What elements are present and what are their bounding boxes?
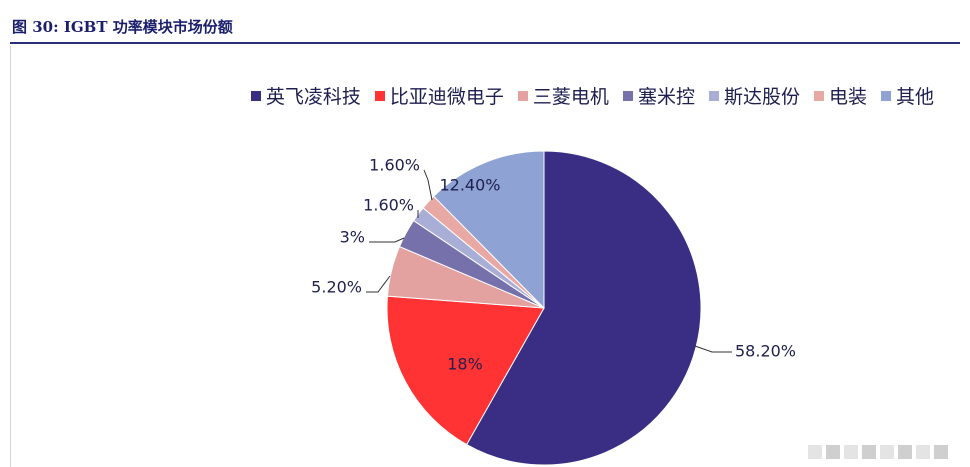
- legend-item: 比亚迪微电子: [374, 82, 504, 109]
- legend-swatch: [622, 90, 633, 101]
- legend-swatch: [708, 90, 719, 101]
- pie-slice: [432, 150, 545, 310]
- pie-slice: [386, 295, 545, 446]
- data-label: 3%: [340, 228, 365, 247]
- data-label: 1.60%: [369, 156, 420, 175]
- legend-swatch: [517, 90, 528, 101]
- chart-legend: 英飞凌科技 比亚迪微电子 三菱电机 塞米控 斯达股份 电装 其他: [250, 82, 934, 109]
- legend-item: 三菱电机: [517, 82, 609, 109]
- legend-item: 其他: [880, 82, 934, 109]
- legend-item: 斯达股份: [708, 82, 800, 109]
- data-label: 12.40%: [439, 176, 500, 195]
- data-label: 1.60%: [363, 196, 414, 215]
- pie-slice: [465, 150, 702, 466]
- watermark: [808, 445, 948, 459]
- legend-item: 塞米控: [622, 82, 695, 109]
- leader-line: [366, 275, 391, 293]
- legend-swatch: [250, 90, 261, 101]
- leader-line: [369, 237, 405, 243]
- legend-swatch: [813, 90, 824, 101]
- figure-title: 图 30: IGBT 功率模块市场份额: [12, 18, 233, 36]
- legend-label: 斯达股份: [723, 86, 800, 108]
- legend-label: 比亚迪微电子: [389, 86, 504, 108]
- data-label: 18%: [447, 355, 483, 374]
- legend-swatch: [880, 90, 891, 101]
- leader-line: [694, 345, 732, 353]
- data-label: 5.20%: [311, 278, 362, 297]
- legend-label: 电装: [828, 86, 867, 108]
- legend-label: 其他: [895, 86, 934, 108]
- frame-left-rule: [10, 46, 11, 467]
- legend-label: 塞米控: [637, 86, 695, 108]
- figure-header: 图 30: IGBT 功率模块市场份额: [10, 10, 960, 44]
- data-label: 58.20%: [735, 342, 796, 361]
- legend-item: 电装: [813, 82, 867, 109]
- legend-swatch: [374, 90, 385, 101]
- legend-label: 三菱电机: [532, 86, 609, 108]
- leader-line: [423, 169, 433, 201]
- legend-label: 英飞凌科技: [265, 86, 361, 108]
- legend-item: 英飞凌科技: [250, 82, 361, 109]
